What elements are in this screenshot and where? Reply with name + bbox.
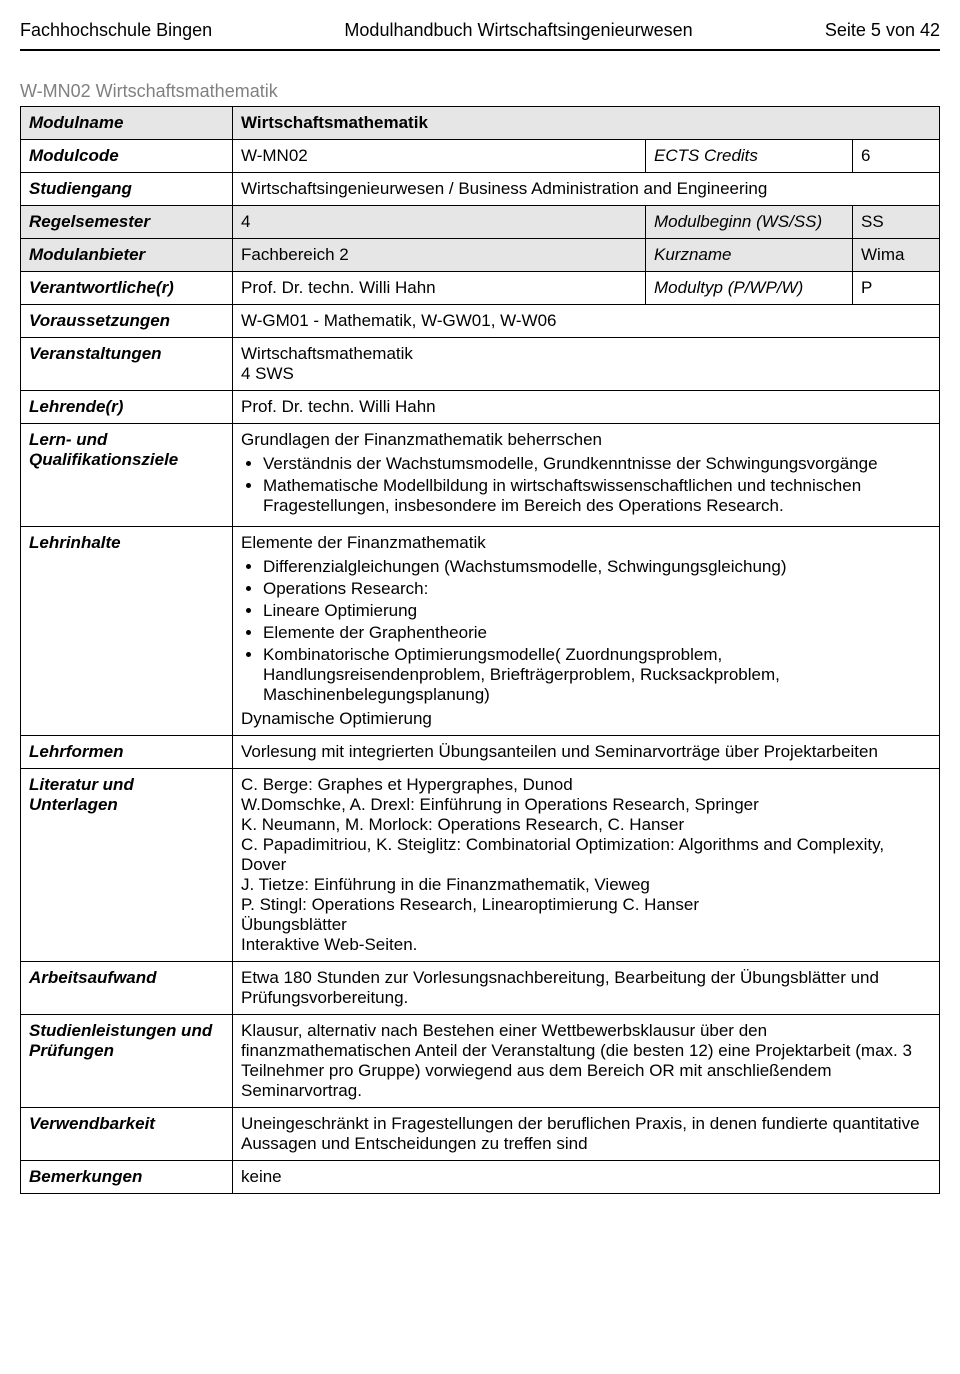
page: Fachhochschule Bingen Modulhandbuch Wirt… xyxy=(0,0,960,1214)
label-modulbeginn-text: Modulbeginn (WS/SS) xyxy=(654,212,822,231)
literatur-line: W.Domschke, A. Drexl: Einführung in Oper… xyxy=(241,795,931,815)
lehrinhalte-list: Differenzialgleichungen (Wachstumsmodell… xyxy=(241,557,931,705)
literatur-line: J. Tietze: Einführung in die Finanzmathe… xyxy=(241,875,931,895)
literatur-line: Übungsblätter xyxy=(241,915,931,935)
row-modulcode: Modulcode W-MN02 ECTS Credits 6 xyxy=(21,140,940,173)
lernziele-list: Verständnis der Wachstumsmodelle, Grundk… xyxy=(241,454,931,516)
row-veranstaltungen: Veranstaltungen Wirtschaftsmathematik 4 … xyxy=(21,338,940,391)
row-literatur: Literatur und Unterlagen C. Berge: Graph… xyxy=(21,769,940,962)
row-modulanbieter: Modulanbieter Fachbereich 2 Kurzname Wim… xyxy=(21,239,940,272)
list-item: Verständnis der Wachstumsmodelle, Grundk… xyxy=(263,454,931,474)
value-lehrende: Prof. Dr. techn. Willi Hahn xyxy=(233,391,940,424)
row-arbeitsaufwand: Arbeitsaufwand Etwa 180 Stunden zur Vorl… xyxy=(21,962,940,1015)
label-ects: ECTS Credits xyxy=(646,140,853,173)
value-ects: 6 xyxy=(853,140,940,173)
label-lehrinhalte: Lehrinhalte xyxy=(21,527,233,736)
lernziele-pre: Grundlagen der Finanzmathematik beherrsc… xyxy=(241,430,931,450)
literatur-line: P. Stingl: Operations Research, Linearop… xyxy=(241,895,931,915)
row-lernziele: Lern- und Qualifikationsziele Grundlagen… xyxy=(21,424,940,527)
label-verwendbarkeit: Verwendbarkeit xyxy=(21,1108,233,1161)
header-left: Fachhochschule Bingen xyxy=(20,20,212,41)
label-modultyp-text: Modultyp (P/WP/W) xyxy=(654,278,803,297)
label-modultyp: Modultyp (P/WP/W) xyxy=(646,272,853,305)
label-voraussetzungen: Voraussetzungen xyxy=(21,305,233,338)
lehrinhalte-post: Dynamische Optimierung xyxy=(241,709,931,729)
label-kurzname: Kurzname xyxy=(646,239,853,272)
value-modulbeginn: SS xyxy=(853,206,940,239)
value-literatur: C. Berge: Graphes et Hypergraphes, Dunod… xyxy=(233,769,940,962)
module-table: Modulname Wirtschaftsmathematik Modulcod… xyxy=(20,106,940,1194)
value-modulname: Wirtschaftsmathematik xyxy=(233,107,940,140)
row-modulname: Modulname Wirtschaftsmathematik xyxy=(21,107,940,140)
literatur-line: C. Berge: Graphes et Hypergraphes, Dunod xyxy=(241,775,931,795)
label-verantwortliche: Verantwortliche(r) xyxy=(21,272,233,305)
value-lernziele: Grundlagen der Finanzmathematik beherrsc… xyxy=(233,424,940,527)
row-voraussetzungen: Voraussetzungen W-GM01 - Mathematik, W-G… xyxy=(21,305,940,338)
literatur-line: Interaktive Web-Seiten. xyxy=(241,935,931,955)
value-studienleistungen: Klausur, alternativ nach Bestehen einer … xyxy=(233,1015,940,1108)
label-modulcode: Modulcode xyxy=(21,140,233,173)
list-item: Differenzialgleichungen (Wachstumsmodell… xyxy=(263,557,931,577)
row-lehrende: Lehrende(r) Prof. Dr. techn. Willi Hahn xyxy=(21,391,940,424)
lehrinhalte-pre: Elemente der Finanzmathematik xyxy=(241,533,931,553)
label-bemerkungen: Bemerkungen xyxy=(21,1161,233,1194)
value-veranstaltungen: Wirtschaftsmathematik 4 SWS xyxy=(233,338,940,391)
row-studienleistungen: Studienleistungen und Prüfungen Klausur,… xyxy=(21,1015,940,1108)
label-regelsemester: Regelsemester xyxy=(21,206,233,239)
list-item: Lineare Optimierung xyxy=(263,601,931,621)
value-lehrformen: Vorlesung mit integrierten Übungsanteile… xyxy=(233,736,940,769)
header-right: Seite 5 von 42 xyxy=(825,20,940,41)
row-studiengang: Studiengang Wirtschaftsingenieurwesen / … xyxy=(21,173,940,206)
literatur-line: K. Neumann, M. Morlock: Operations Resea… xyxy=(241,815,931,835)
list-item: Operations Research: xyxy=(263,579,931,599)
value-modultyp: P xyxy=(853,272,940,305)
list-item: Mathematische Modellbildung in wirtschaf… xyxy=(263,476,931,516)
label-arbeitsaufwand: Arbeitsaufwand xyxy=(21,962,233,1015)
value-bemerkungen: keine xyxy=(233,1161,940,1194)
label-modulanbieter: Modulanbieter xyxy=(21,239,233,272)
label-modulbeginn: Modulbeginn (WS/SS) xyxy=(646,206,853,239)
row-lehrformen: Lehrformen Vorlesung mit integrierten Üb… xyxy=(21,736,940,769)
row-verwendbarkeit: Verwendbarkeit Uneingeschränkt in Frages… xyxy=(21,1108,940,1161)
value-regelsemester: 4 xyxy=(233,206,646,239)
literatur-line: C. Papadimitriou, K. Steiglitz: Combinat… xyxy=(241,835,931,875)
page-header: Fachhochschule Bingen Modulhandbuch Wirt… xyxy=(20,20,940,41)
value-lehrinhalte: Elemente der Finanzmathematik Differenzi… xyxy=(233,527,940,736)
label-lehrformen: Lehrformen xyxy=(21,736,233,769)
value-voraussetzungen: W-GM01 - Mathematik, W-GW01, W-W06 xyxy=(233,305,940,338)
value-studiengang: Wirtschaftsingenieurwesen / Business Adm… xyxy=(233,173,940,206)
module-code-title: W-MN02 Wirtschaftsmathematik xyxy=(20,81,940,102)
value-verantwortliche: Prof. Dr. techn. Willi Hahn xyxy=(233,272,646,305)
list-item: Kombinatorische Optimierungsmodelle( Zuo… xyxy=(263,645,931,705)
label-studienleistungen: Studienleistungen und Prüfungen xyxy=(21,1015,233,1108)
label-modulname: Modulname xyxy=(21,107,233,140)
label-lehrende: Lehrende(r) xyxy=(21,391,233,424)
value-kurzname: Wima xyxy=(853,239,940,272)
label-veranstaltungen: Veranstaltungen xyxy=(21,338,233,391)
row-regelsemester: Regelsemester 4 Modulbeginn (WS/SS) SS xyxy=(21,206,940,239)
header-center: Modulhandbuch Wirtschaftsingenieurwesen xyxy=(344,20,692,41)
label-studiengang: Studiengang xyxy=(21,173,233,206)
row-lehrinhalte: Lehrinhalte Elemente der Finanzmathemati… xyxy=(21,527,940,736)
value-arbeitsaufwand: Etwa 180 Stunden zur Vorlesungsnachberei… xyxy=(233,962,940,1015)
value-modulanbieter: Fachbereich 2 xyxy=(233,239,646,272)
label-literatur: Literatur und Unterlagen xyxy=(21,769,233,962)
row-bemerkungen: Bemerkungen keine xyxy=(21,1161,940,1194)
row-verantwortliche: Verantwortliche(r) Prof. Dr. techn. Will… xyxy=(21,272,940,305)
value-verwendbarkeit: Uneingeschränkt in Fragestellungen der b… xyxy=(233,1108,940,1161)
header-divider xyxy=(20,49,940,51)
label-lernziele: Lern- und Qualifikationsziele xyxy=(21,424,233,527)
list-item: Elemente der Graphentheorie xyxy=(263,623,931,643)
value-modulcode: W-MN02 xyxy=(233,140,646,173)
